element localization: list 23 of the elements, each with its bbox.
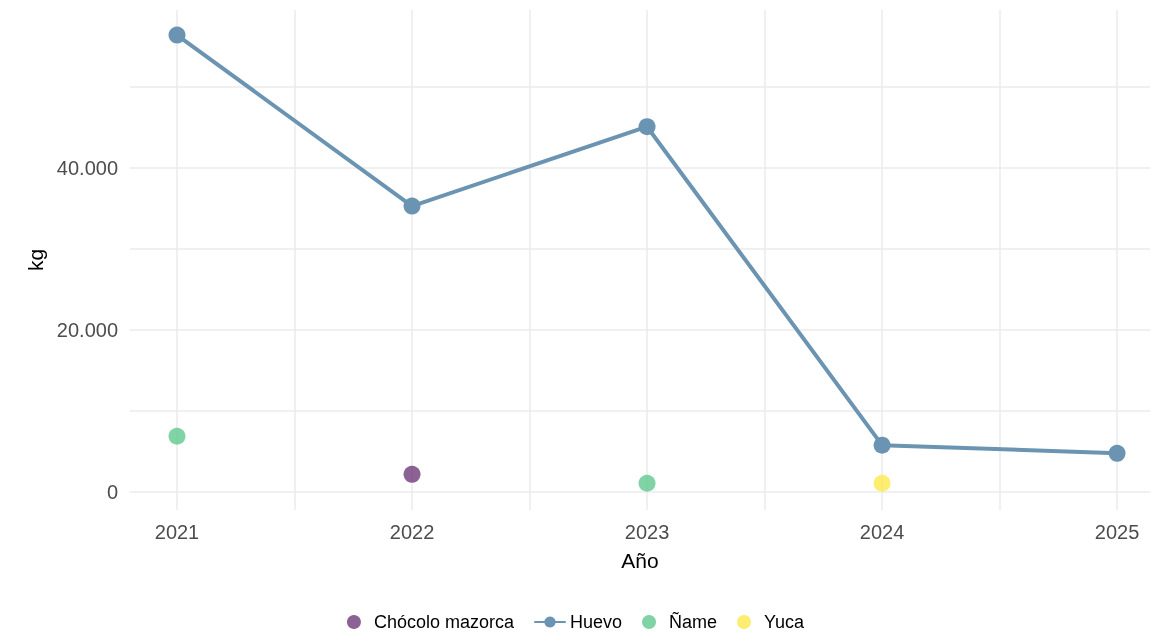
x-axis-title: Año	[621, 549, 659, 572]
legend-label: Ñame	[669, 611, 718, 632]
y-tick-label: 0	[106, 481, 118, 504]
legend-label: Huevo	[569, 612, 623, 632]
legend-label: Chócolo mazorca	[373, 612, 515, 632]
y-tick-label: 20.000	[56, 319, 118, 342]
x-tick-label: 2022	[389, 521, 435, 543]
point	[168, 427, 186, 445]
point	[873, 474, 891, 492]
x-tick-label: 2021	[154, 521, 200, 543]
point	[638, 118, 656, 136]
x-tick-label: 2025	[1094, 521, 1140, 543]
legend-label: Yuca	[764, 612, 806, 632]
x-tick-label: 2024	[859, 521, 905, 543]
y-axis-title: kg	[23, 248, 47, 272]
point	[403, 197, 421, 215]
point	[168, 26, 186, 44]
x-tick-label: 2023	[624, 521, 670, 543]
y-tick-label: 40.000	[56, 157, 118, 180]
point	[873, 436, 891, 454]
point	[638, 474, 656, 492]
point	[403, 465, 421, 483]
point	[1108, 444, 1126, 462]
